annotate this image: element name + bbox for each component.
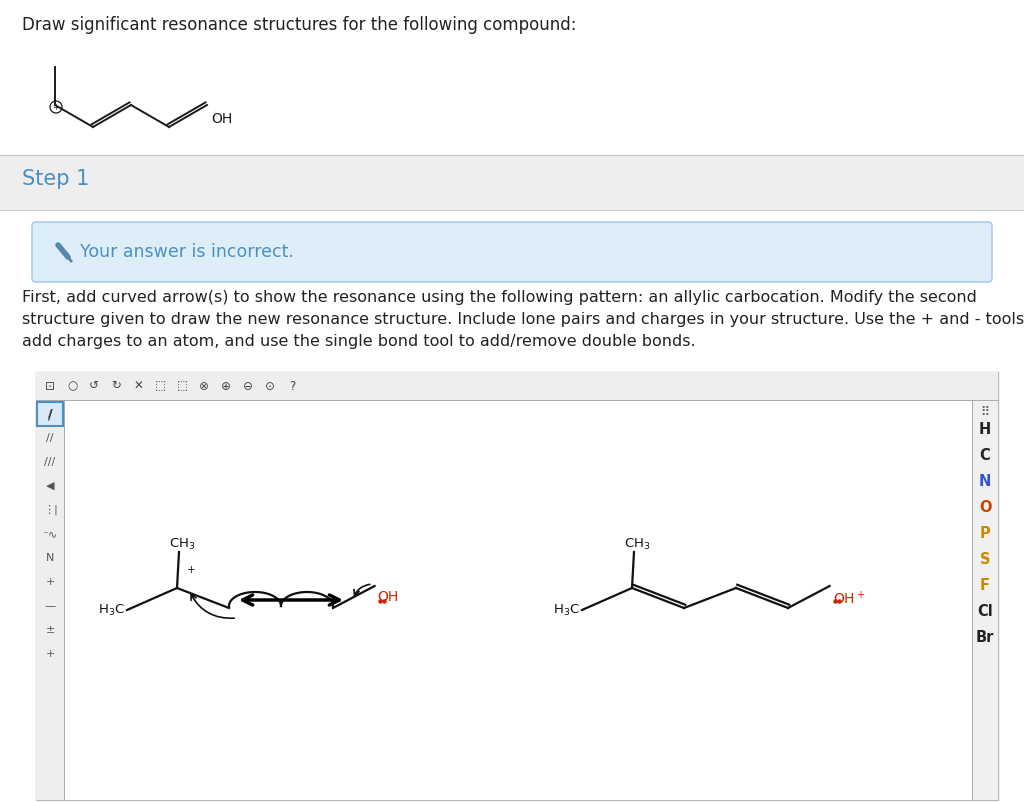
- Text: ⁻∿: ⁻∿: [42, 529, 57, 539]
- Text: +: +: [187, 565, 196, 575]
- Text: ⊗: ⊗: [199, 379, 209, 392]
- Text: +: +: [45, 577, 54, 587]
- FancyArrowPatch shape: [354, 585, 370, 596]
- Bar: [972, 400, 998, 800]
- Text: CH$_3$: CH$_3$: [169, 537, 196, 552]
- Bar: [0, 155, 1024, 210]
- Text: +: +: [45, 649, 54, 659]
- Text: First, add curved arrow(s) to show the resonance using the following pattern: an: First, add curved arrow(s) to show the r…: [22, 290, 977, 305]
- Text: OH: OH: [378, 590, 399, 604]
- Text: //: //: [46, 433, 53, 443]
- Text: CH$_3$: CH$_3$: [624, 537, 650, 552]
- Text: ⋮|: ⋮|: [43, 504, 57, 515]
- Text: O: O: [979, 500, 991, 516]
- Text: OH$^+$: OH$^+$: [833, 590, 865, 607]
- Text: S: S: [980, 553, 990, 568]
- Text: ⊖: ⊖: [243, 379, 253, 392]
- Text: Your answer is incorrect.: Your answer is incorrect.: [80, 243, 294, 261]
- Text: /: /: [48, 409, 52, 419]
- Text: ⬚: ⬚: [176, 379, 187, 392]
- Text: OH: OH: [211, 112, 232, 126]
- Text: H$_3$C: H$_3$C: [98, 602, 125, 618]
- Text: structure given to draw the new resonance structure. Include lone pairs and char: structure given to draw the new resonanc…: [22, 312, 1024, 327]
- Text: ✕: ✕: [133, 379, 143, 392]
- Text: H$_3$C: H$_3$C: [553, 602, 580, 618]
- Text: ⊙: ⊙: [265, 379, 274, 392]
- Text: H: H: [979, 423, 991, 438]
- Bar: [0, 0, 1024, 155]
- Text: Step 1: Step 1: [22, 169, 89, 189]
- Text: N: N: [46, 553, 54, 563]
- Text: ?: ?: [289, 379, 295, 392]
- Text: ±: ±: [45, 625, 54, 635]
- Text: ○: ○: [67, 379, 77, 392]
- Text: ↻: ↻: [111, 379, 121, 392]
- Text: /: /: [48, 407, 52, 421]
- Text: P: P: [980, 526, 990, 541]
- Text: ⊡: ⊡: [45, 379, 55, 392]
- Text: +: +: [52, 103, 59, 111]
- Bar: [63, 400, 972, 800]
- Text: Cl: Cl: [977, 605, 993, 619]
- Bar: [36, 400, 63, 800]
- Text: F: F: [980, 578, 990, 593]
- Text: ↺: ↺: [89, 379, 99, 392]
- Text: ◀: ◀: [46, 481, 54, 491]
- Text: Draw significant resonance structures for the following compound:: Draw significant resonance structures fo…: [22, 16, 577, 34]
- Text: ⬚: ⬚: [155, 379, 166, 392]
- Text: N: N: [979, 475, 991, 489]
- Bar: [36, 372, 998, 800]
- FancyArrowPatch shape: [191, 594, 234, 618]
- Bar: [36, 372, 998, 400]
- Text: —: —: [44, 601, 55, 611]
- Text: ⊕: ⊕: [221, 379, 231, 392]
- Bar: [37, 402, 63, 426]
- Text: Br: Br: [976, 630, 994, 646]
- Text: ///: ///: [44, 457, 55, 467]
- Text: ⠿: ⠿: [980, 406, 989, 419]
- Text: C: C: [980, 448, 990, 464]
- Text: add charges to an atom, and use the single bond tool to add/remove double bonds.: add charges to an atom, and use the sing…: [22, 334, 695, 349]
- FancyBboxPatch shape: [32, 222, 992, 282]
